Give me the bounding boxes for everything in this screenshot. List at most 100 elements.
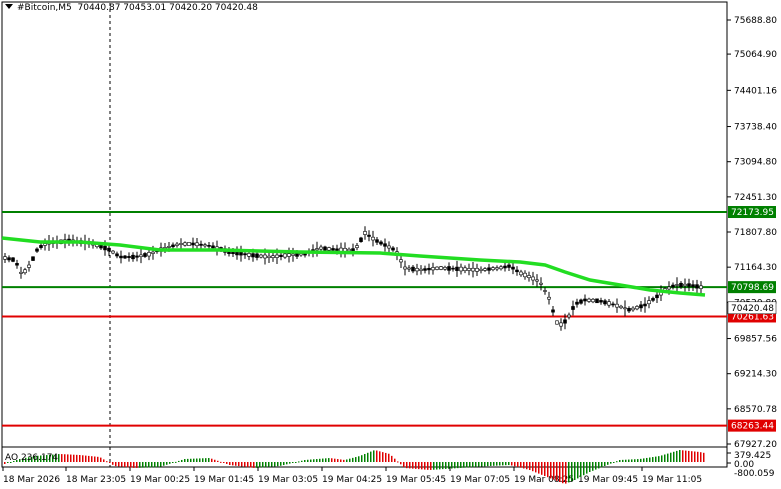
ao-bar	[382, 452, 384, 462]
ao-bar	[67, 454, 69, 462]
ao-bar	[175, 461, 177, 463]
ao-bar	[256, 462, 258, 468]
candle-body	[291, 253, 295, 256]
candle-body	[19, 271, 23, 274]
candle-body	[319, 246, 323, 250]
candle-body	[407, 267, 411, 270]
candle-body	[403, 266, 407, 270]
ao-bar	[172, 462, 174, 463]
candle-body	[591, 298, 595, 303]
ao-bar	[337, 459, 339, 462]
ao-bar	[538, 462, 540, 474]
ao-bar	[532, 462, 534, 472]
candle-body	[175, 243, 179, 246]
dropdown-triangle-icon[interactable]	[5, 4, 13, 9]
ao-bar	[232, 462, 234, 466]
ohlc-values: 70440.87 70453.01 70420.20 70420.48	[77, 3, 258, 13]
ao-bar	[403, 462, 405, 468]
candle-body	[531, 276, 535, 281]
candle-body	[675, 284, 679, 286]
ao-bar	[514, 462, 516, 467]
ao-bar	[277, 462, 279, 467]
candle-body	[651, 298, 655, 301]
ao-bar	[169, 462, 171, 464]
ao-bar	[61, 454, 63, 462]
ao-tick-label: 379.425	[734, 451, 771, 461]
ao-bar	[109, 462, 111, 463]
candle-body	[475, 267, 479, 272]
ao-bar	[262, 462, 264, 468]
ao-bar	[451, 462, 453, 469]
ao-bar	[268, 462, 270, 467]
symbol-header[interactable]: #Bitcoin,M5 70440.87 70453.01 70420.20 7…	[5, 3, 258, 13]
ao-bar	[457, 462, 459, 469]
ao-bar	[235, 462, 237, 466]
time-tick-label: 18 Mar 2026	[3, 475, 60, 485]
ao-bar	[583, 462, 585, 476]
ao-bar	[286, 462, 288, 465]
ao-bar	[289, 462, 291, 464]
ao-bar	[133, 462, 135, 468]
ao-bar	[367, 452, 369, 462]
ao-bar	[448, 462, 450, 469]
candle-body	[615, 303, 619, 308]
ao-bar	[373, 450, 375, 462]
candle-body	[503, 265, 507, 269]
ao-bar	[598, 462, 600, 469]
ao-bar	[694, 451, 696, 462]
ao-bar	[346, 459, 348, 462]
ao-bar	[316, 459, 318, 462]
ao-bar	[259, 462, 261, 468]
ao-tick-label: -800.059	[734, 469, 775, 479]
ao-bar	[328, 458, 330, 462]
candle-body	[267, 255, 271, 258]
ao-bar	[271, 462, 273, 467]
ao-bar	[439, 462, 441, 470]
candle-body	[255, 253, 259, 258]
candle-body	[487, 267, 491, 271]
candle-body	[567, 314, 571, 318]
ao-bar	[475, 462, 477, 467]
ao-bar	[115, 462, 117, 467]
ao-bar	[118, 462, 120, 467]
ao-bar	[637, 459, 639, 462]
ao-bar	[559, 462, 561, 482]
price-tick-label: 69214.30	[734, 370, 777, 380]
ao-bar	[214, 459, 216, 462]
candle-body	[363, 231, 367, 235]
ao-bar	[292, 462, 294, 463]
candle-body	[627, 308, 631, 312]
ao-bar	[526, 462, 528, 470]
candle-body	[31, 256, 35, 261]
candle-body	[359, 237, 363, 242]
ao-bar	[547, 462, 549, 478]
candle-body	[447, 266, 451, 271]
candle-body	[127, 256, 131, 258]
ao-bar	[199, 458, 201, 462]
ao-bar	[391, 455, 393, 462]
candle-body	[275, 254, 279, 258]
level-price-label: 70261.63	[731, 312, 774, 322]
ao-bar	[343, 459, 345, 462]
ao-bar	[247, 462, 249, 468]
ao-bar	[604, 462, 606, 466]
candle-body	[583, 298, 587, 302]
horizontal-levels[interactable]: 72173.95 70798.69 70261.63 68263.44	[2, 206, 776, 432]
candle-body	[439, 266, 443, 270]
ao-bar	[64, 454, 66, 462]
time-tick-label: 19 Mar 03:05	[258, 475, 318, 485]
ao-bar	[250, 462, 252, 468]
ao-bar	[124, 462, 126, 467]
ao-bar	[376, 450, 378, 462]
candle-body	[211, 245, 215, 249]
ao-bar	[217, 460, 219, 462]
ao-bar	[493, 462, 495, 466]
ao-bar	[160, 462, 162, 467]
level-price-tag	[728, 419, 776, 432]
ao-bar	[358, 456, 360, 462]
candle-body	[515, 269, 519, 273]
candle-body	[523, 272, 527, 278]
ao-bar	[148, 462, 150, 468]
